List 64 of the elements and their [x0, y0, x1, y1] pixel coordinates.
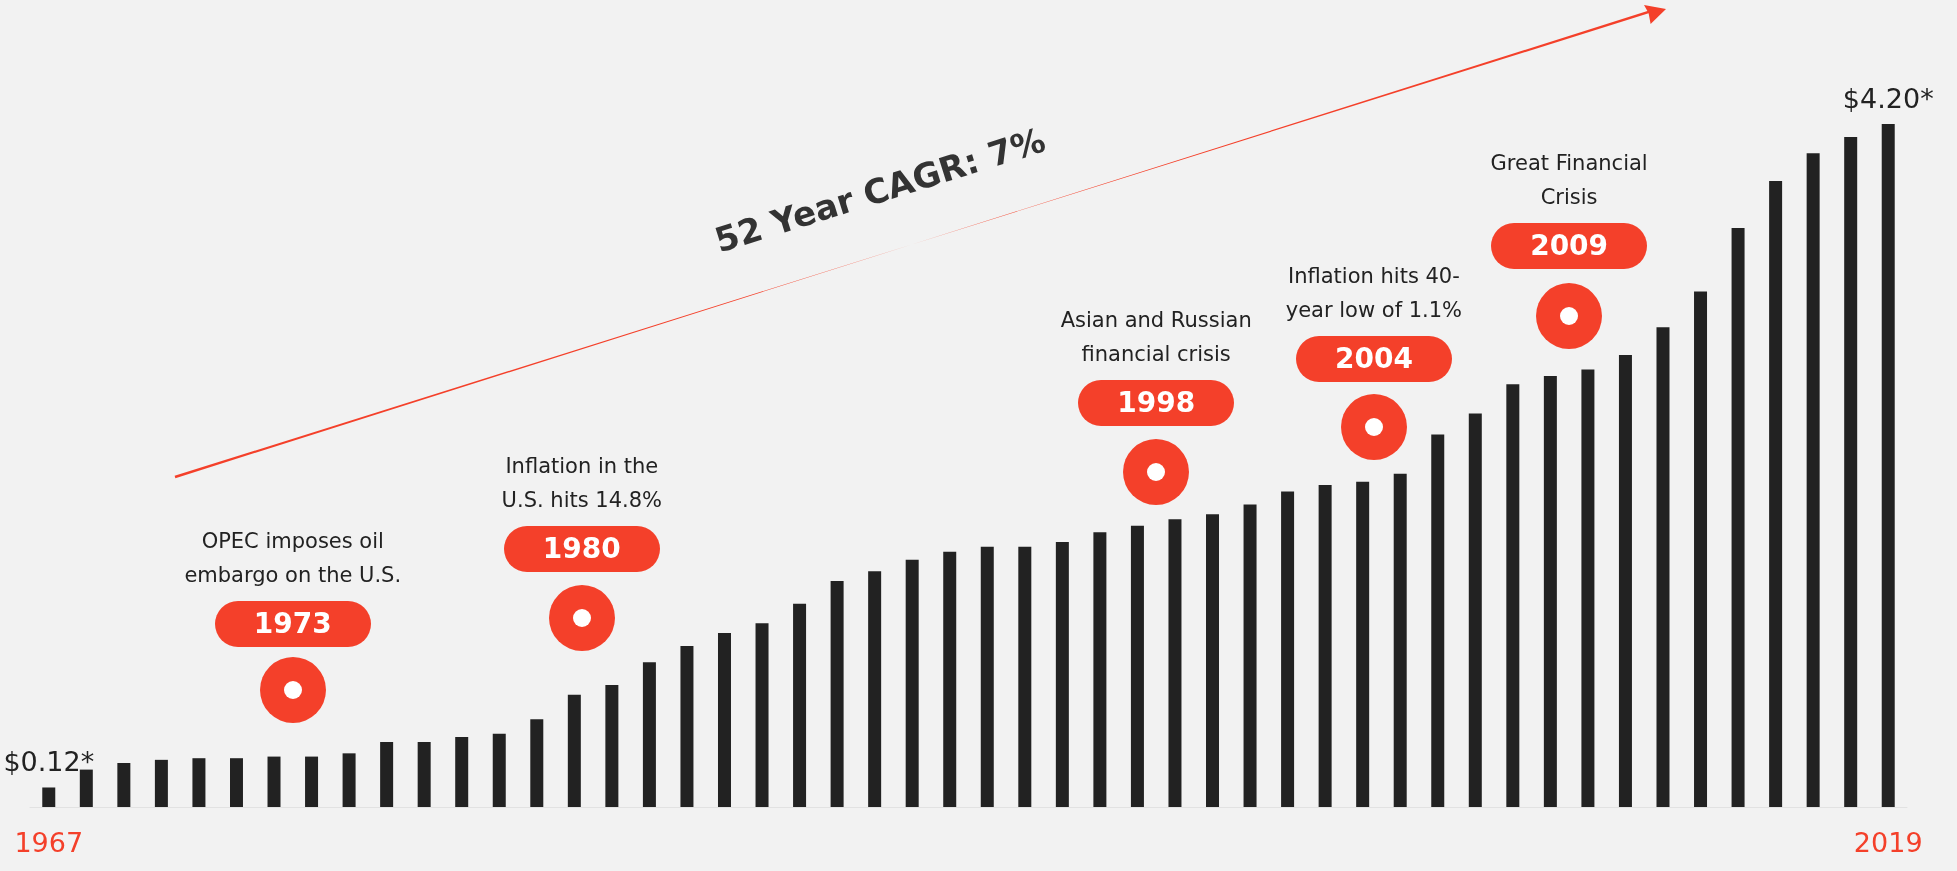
bar: [380, 741, 394, 807]
bar: [1656, 327, 1670, 807]
annotation: 2009: [1491, 223, 1648, 269]
bar: [868, 571, 882, 807]
bar: [1881, 124, 1895, 807]
x-tick-label: 1967: [14, 827, 84, 858]
bar: [1431, 434, 1445, 807]
bar: [943, 551, 957, 807]
bar: [830, 580, 844, 807]
bar: [680, 646, 694, 807]
bar: [455, 737, 469, 807]
annotation: 52 Year CAGR: 7%: [709, 119, 1051, 261]
annotation: Great Financial Crisis: [1489, 150, 1649, 211]
bar: [267, 756, 281, 807]
bar: [605, 685, 619, 807]
bar: [1543, 376, 1557, 807]
annotation: OPEC imposes oil embargo on the U.S.: [183, 528, 403, 589]
bar: [980, 546, 994, 807]
bar: [1731, 228, 1745, 807]
bar: [793, 603, 807, 807]
bar: [1769, 180, 1783, 807]
bar: [1055, 541, 1069, 807]
bar: [1018, 546, 1032, 807]
annotation: 2004: [1295, 336, 1452, 382]
bar: [1130, 525, 1144, 807]
bar: [1506, 384, 1520, 807]
bar: [1168, 519, 1182, 807]
x-tick-label: 2019: [1853, 827, 1923, 858]
bar: [417, 741, 431, 807]
bar: [117, 763, 131, 807]
bar: [905, 559, 919, 807]
bar: [1393, 473, 1407, 807]
bar: [154, 759, 168, 807]
annotation: Inflation hits 40-year low of 1.1%: [1284, 263, 1464, 324]
bar: [642, 662, 656, 807]
bar: [1206, 514, 1220, 807]
data-label: $0.12*: [3, 746, 95, 778]
bar: [1844, 137, 1858, 807]
bar: [530, 719, 544, 807]
bar: [717, 633, 731, 807]
bar: [1243, 504, 1257, 807]
bar: [567, 694, 581, 807]
bar: [229, 758, 243, 807]
bar: [1581, 369, 1595, 807]
annotation: Inflation in the U.S. hits 14.8%: [500, 453, 664, 514]
bar: [1468, 413, 1482, 807]
bar: [1281, 491, 1295, 807]
bar: [342, 753, 356, 807]
bar: [1694, 291, 1708, 807]
annotation: 1980: [503, 526, 660, 572]
data-label: $4.20*: [1842, 83, 1934, 114]
bar: [42, 787, 56, 807]
bar: [1618, 354, 1632, 807]
bar: [1356, 481, 1370, 807]
bar: [305, 756, 319, 807]
annotation: 1973: [214, 601, 371, 647]
bar: [192, 758, 206, 807]
annotation: 1998: [1078, 380, 1235, 426]
bar: [492, 733, 506, 807]
bar: [1806, 153, 1820, 807]
bar: [755, 623, 769, 807]
bar: [1093, 532, 1107, 807]
annotation: Asian and Russian financial crisis: [1059, 307, 1253, 368]
bar: [1318, 485, 1332, 807]
